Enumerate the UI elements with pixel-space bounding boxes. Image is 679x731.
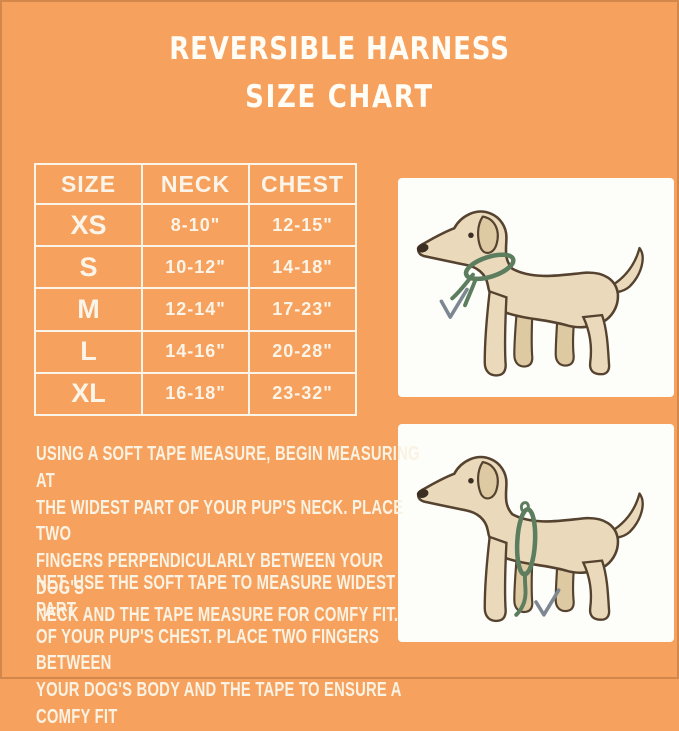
neck-measure-instructions: USING A SOFT TAPE MEASURE, BEGIN MEASURI… — [36, 443, 420, 626]
size-chart-table: SIZE NECK CHEST XS 8-10" 12-15" S 10-12"… — [34, 163, 357, 417]
checkmark-icon — [534, 588, 561, 617]
size-label: XL — [34, 371, 143, 417]
chest-value: 23-32" — [248, 371, 357, 417]
table-row: S 10-12" 14-18" — [34, 245, 357, 290]
neck-value: 8-10" — [141, 202, 250, 248]
tape-measure-neck — [450, 252, 516, 308]
page-title-line1: REVERSIBLE HARNESS — [169, 31, 510, 67]
size-label: M — [34, 287, 143, 332]
chest-measure-card — [398, 424, 674, 642]
neck-measure-card — [398, 178, 674, 397]
checkmark-icon — [439, 287, 469, 319]
chest-value: 12-15" — [248, 202, 357, 248]
table-row: M 12-14" 17-23" — [34, 287, 357, 332]
neck-value: 16-18" — [141, 371, 250, 417]
table-row: XS 8-10" 12-15" — [34, 202, 357, 248]
size-label: S — [34, 245, 143, 290]
chest-value: 20-28" — [248, 329, 357, 374]
chest-measure-instructions: NET, USE THE SOFT TAPE TO MEASURE WIDEST… — [36, 572, 402, 728]
size-label: XS — [34, 202, 143, 248]
col-header-chest: CHEST — [248, 163, 357, 205]
page-title: REVERSIBLE HARNESS SIZE CHART — [54, 31, 624, 116]
table-row: L 14-16" 20-28" — [34, 329, 357, 374]
chest-value: 14-18" — [248, 245, 357, 290]
size-label: L — [34, 329, 143, 374]
col-header-size: SIZE — [34, 163, 143, 205]
neck-value: 14-16" — [141, 329, 250, 374]
dog-neck-measure-icon — [414, 210, 644, 377]
neck-value: 12-14" — [141, 287, 250, 332]
table-row: XL 16-18" 23-32" — [34, 371, 357, 417]
chest-value: 17-23" — [248, 287, 357, 332]
neck-value: 10-12" — [141, 245, 250, 290]
col-header-neck: NECK — [141, 163, 250, 205]
page-title-line2: SIZE CHART — [245, 79, 434, 115]
table-header-row: SIZE NECK CHEST — [34, 163, 357, 205]
tape-measure-chest — [514, 501, 538, 617]
dog-chest-measure-icon — [414, 455, 644, 623]
